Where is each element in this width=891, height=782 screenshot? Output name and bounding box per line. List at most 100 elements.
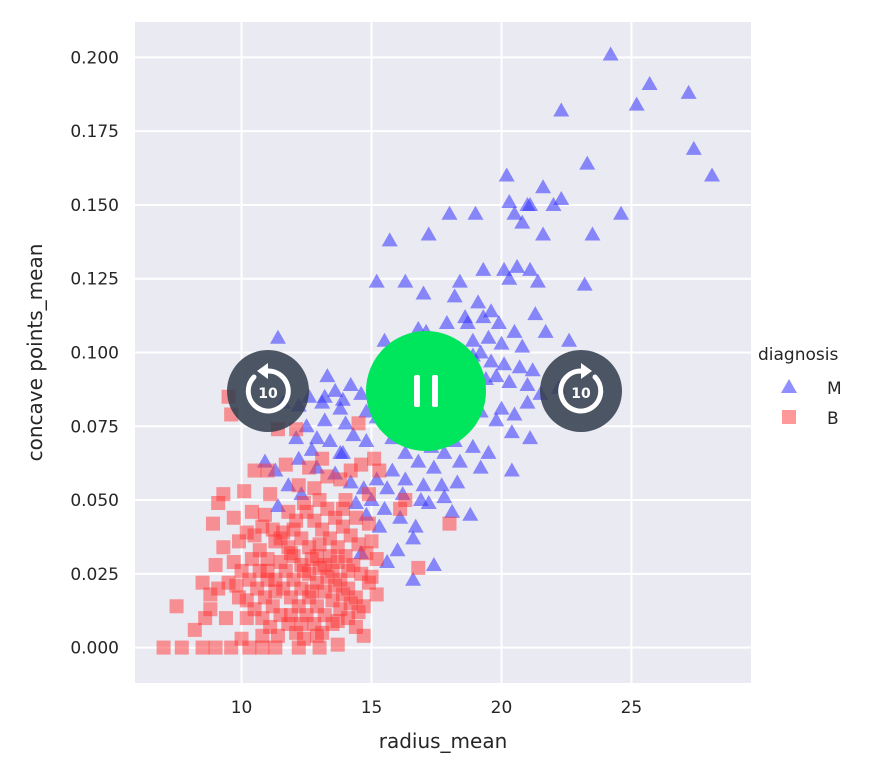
data-point-B: [296, 631, 311, 646]
data-point-B: [283, 546, 298, 561]
data-point-B: [260, 463, 275, 478]
data-point-M: [576, 276, 593, 291]
data-point-M: [488, 412, 505, 427]
data-point-M: [628, 96, 645, 111]
rewind-10-button[interactable]: 10: [227, 350, 309, 432]
data-point-B: [231, 534, 246, 549]
forward-10-button[interactable]: 10: [540, 350, 622, 432]
pause-button[interactable]: [366, 331, 486, 451]
data-point-M: [480, 444, 497, 459]
data-point-B: [203, 602, 218, 617]
data-point-M: [561, 332, 578, 347]
legend: diagnosis MB: [758, 345, 842, 429]
data-point-M: [389, 542, 406, 557]
data-point-M: [467, 205, 484, 220]
data-point-M: [680, 84, 697, 99]
data-point-B: [361, 487, 376, 502]
data-point-B: [247, 463, 262, 478]
data-point-M: [420, 494, 437, 509]
data-point-M: [379, 480, 396, 495]
data-point-M: [451, 453, 468, 468]
data-point-M: [269, 329, 286, 344]
data-point-B: [398, 493, 413, 508]
data-point-B: [369, 552, 384, 567]
data-point-B: [364, 569, 379, 584]
data-point-B: [216, 487, 231, 502]
data-point-M: [420, 226, 437, 241]
data-point-B: [195, 640, 210, 655]
data-point-B: [237, 484, 252, 499]
data-point-M: [472, 459, 489, 474]
data-point-M: [535, 179, 552, 194]
data-point-B: [367, 451, 382, 466]
data-point-M: [397, 471, 414, 486]
rewind-seconds-label: 10: [258, 386, 278, 402]
data-point-B: [351, 416, 366, 431]
data-point-M: [376, 500, 393, 515]
data-point-M: [449, 474, 466, 489]
data-point-M: [376, 332, 393, 347]
data-point-M: [308, 430, 325, 445]
data-point-B: [304, 584, 319, 599]
forward-10-icon: 10: [558, 363, 604, 414]
data-point-M: [438, 314, 455, 329]
data-point-M: [381, 232, 398, 247]
data-point-B: [369, 587, 384, 602]
data-point-M: [493, 400, 510, 415]
data-point-M: [425, 556, 442, 571]
data-point-B: [268, 584, 283, 599]
data-point-M: [545, 196, 562, 211]
data-point-M: [410, 453, 427, 468]
data-point-M: [503, 424, 520, 439]
data-point-M: [490, 314, 507, 329]
data-point-M: [501, 374, 518, 389]
data-point-M: [704, 167, 721, 182]
data-point-B: [187, 622, 202, 637]
data-point-B: [234, 631, 249, 646]
data-point-M: [415, 477, 432, 492]
data-point-M: [537, 323, 554, 338]
data-point-M: [415, 285, 432, 300]
data-point-M: [444, 503, 461, 518]
data-point-M: [332, 444, 349, 459]
data-point-B: [218, 611, 233, 626]
x-tick-label: 15: [361, 698, 383, 718]
pause-icon: [366, 331, 486, 451]
data-point-B: [244, 504, 259, 519]
data-point-M: [501, 270, 518, 285]
data-point-M: [462, 506, 479, 521]
data-point-M: [496, 356, 513, 371]
data-point-B: [268, 640, 283, 655]
data-point-M: [496, 261, 513, 276]
legend-label: B: [827, 409, 839, 429]
y-axis-label: concave points_mean: [23, 244, 47, 462]
y-tick-label: 0.175: [70, 122, 119, 142]
data-point-B: [341, 563, 356, 578]
y-tick-label: 0.125: [70, 270, 119, 290]
data-point-M: [522, 430, 539, 445]
data-point-B: [276, 525, 291, 540]
data-point-M: [503, 462, 520, 477]
data-point-B: [169, 599, 184, 614]
data-point-M: [480, 329, 497, 344]
data-point-B: [307, 481, 322, 496]
data-point-B: [296, 495, 311, 510]
data-point-B: [320, 469, 335, 484]
data-point-M: [405, 530, 422, 545]
data-point-B: [211, 581, 226, 596]
data-point-M: [527, 306, 544, 321]
data-point-B: [315, 451, 330, 466]
data-point-B: [354, 457, 369, 472]
data-point-B: [356, 599, 371, 614]
data-point-B: [208, 640, 223, 655]
data-point-M: [392, 509, 409, 524]
data-point-B: [229, 578, 244, 593]
data-point-M: [493, 335, 510, 350]
data-point-M: [327, 382, 344, 397]
data-point-M: [483, 303, 500, 318]
data-point-B: [335, 501, 350, 516]
data-point-B: [372, 463, 387, 478]
data-point-M: [509, 258, 526, 273]
data-point-M: [334, 391, 351, 406]
data-point-M: [613, 205, 630, 220]
